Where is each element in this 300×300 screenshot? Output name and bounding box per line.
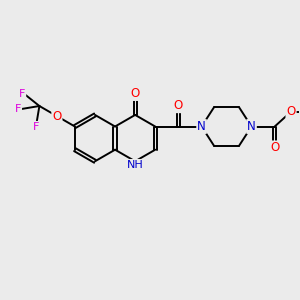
Text: O: O	[270, 141, 279, 154]
Text: N: N	[247, 120, 256, 133]
Text: O: O	[286, 105, 296, 118]
Text: F: F	[19, 89, 25, 99]
Text: N: N	[197, 120, 206, 133]
Text: F: F	[15, 104, 21, 114]
Text: O: O	[130, 87, 140, 100]
Text: O: O	[52, 110, 62, 123]
Text: F: F	[33, 122, 40, 132]
Text: O: O	[174, 99, 183, 112]
Text: NH: NH	[127, 160, 143, 170]
